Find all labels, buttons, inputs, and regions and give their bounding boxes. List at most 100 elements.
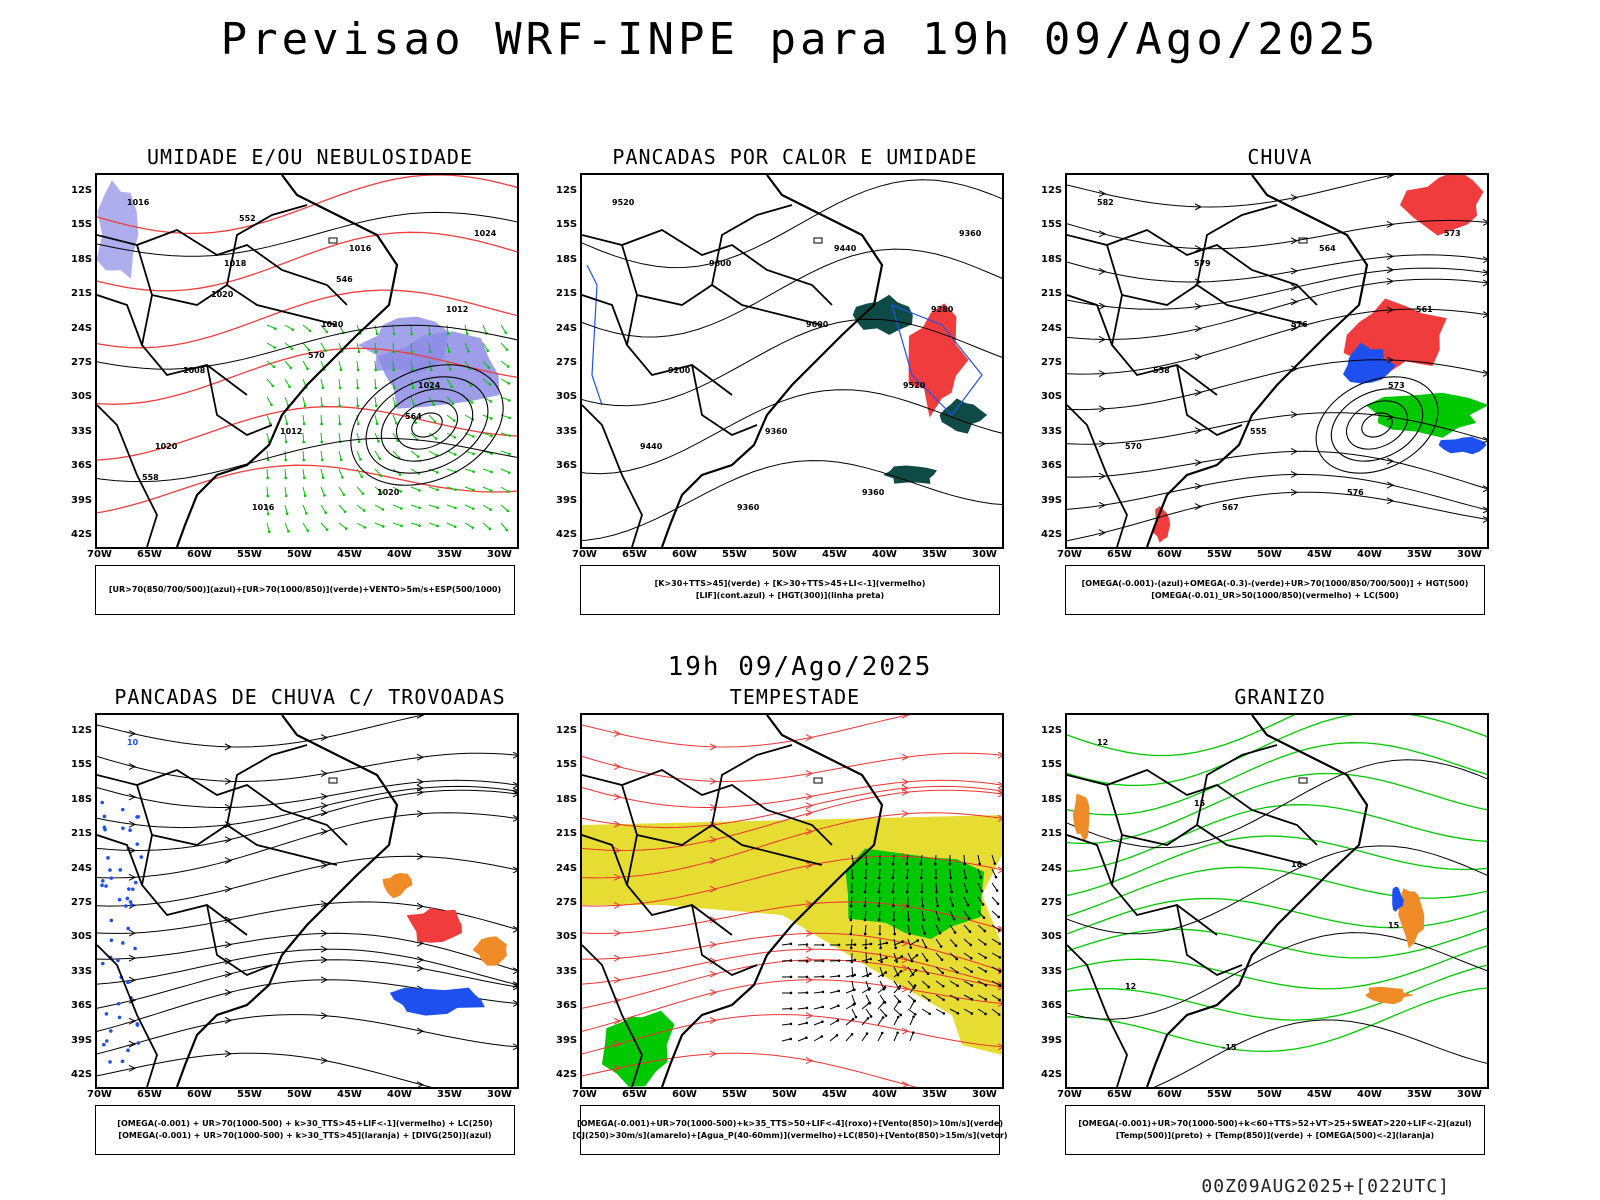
streamline-arrow [224,777,233,785]
wind-vector [410,450,419,457]
wind-vector [338,324,344,334]
wind-vector-head [940,958,944,962]
wind-vector [338,450,342,460]
wind-vector [302,450,305,461]
contour-label: 570 [308,351,325,360]
wind-vector [893,1032,899,1042]
wind-vector [893,956,903,962]
wind-vector-head [941,984,945,988]
wind-vector [851,966,854,977]
wind-vector-head [950,890,953,894]
wind-vector [392,414,397,424]
lat-tick-label: 27S [556,357,578,368]
wind-vector [500,432,510,437]
lon-tick-label: 30W [972,549,997,560]
map-frame [580,713,1004,1089]
contour-label: 567 [1222,503,1239,512]
streamline-arrow [224,836,233,844]
streamline-arrow [901,1081,910,1087]
wind-vector [861,973,871,978]
wind-vector [877,1032,883,1042]
wind-vector-head [984,1012,987,1016]
wind-vector-head [411,386,415,390]
wind-vector-head [908,932,911,936]
wind-vector [338,414,341,425]
wind-vector-head [924,945,928,949]
streamline-arrow [613,847,622,854]
lat-tick-label: 24S [556,322,578,334]
wind-vector-head [289,366,293,370]
streamline [97,1014,517,1055]
wind-vector-head [997,1013,1001,1016]
wind-vector-head [891,862,895,866]
wind-vector [893,1016,899,1026]
wind-vector-head [963,862,966,866]
wind-vector-head [821,1020,824,1024]
wind-vector [374,450,381,459]
wind-vector [949,1008,959,1014]
wind-vector-head [998,998,1001,1002]
streamline-arrow [901,753,910,761]
divergence-dot [104,1012,109,1016]
wind-vector-head [998,984,1002,987]
wind-vector-head [939,945,943,948]
wind-vector-head [821,943,825,947]
wind-vector-head [866,1017,870,1020]
wind-vector-head [288,385,291,389]
legend-line: [OMEGA(-0.01)_UR>50(1000/850)(vermelho) … [1151,591,1399,600]
wind-vector [991,868,997,878]
lon-tick-label: 55W [722,549,747,560]
wind-vector [356,396,359,407]
lon-tick-label: 65W [137,1089,162,1100]
wind-vector [284,378,290,388]
state-border [97,294,143,346]
streamline-arrow [1290,194,1299,202]
wind-vector-head [877,918,881,922]
isobar-low [350,364,504,486]
map-frame: 10 [95,713,519,1089]
wind-vector [991,938,1000,945]
streamline-arrow [901,964,910,972]
map-frame: 12 15 18 15 12 -15 [1065,713,1489,1089]
wind-vector-head [395,422,398,425]
wind-vector-head [884,971,888,974]
wind-vector-head [307,348,311,352]
streamline [97,959,517,1009]
wind-vector-head [454,488,457,491]
wind-vector [977,854,981,864]
wind-vector [781,943,791,946]
wind-vector-head [919,876,923,880]
map-svg: 10 [97,715,517,1087]
lon-tick-label: 60W [1157,1089,1182,1100]
wind-vector-head [941,971,945,975]
contour-label: 10 [127,738,139,747]
streamline [1067,450,1487,490]
wind-vector [877,957,887,962]
wind-vector-head [789,1037,793,1041]
wind-vector [392,342,395,353]
wind-vector [428,414,436,423]
panel-legend: [K>30+TTS>45](verde) + [K>30+TTS>45+LI<-… [580,565,1000,615]
wind-vector [410,432,418,441]
wind-vector-head [284,494,288,498]
lat-tick-label: 36S [556,1000,578,1012]
wind-vector [482,468,492,473]
streamline-arrow [512,967,517,975]
wind-vector [500,378,510,384]
wind-vector-head [937,918,941,921]
thickness-contour [97,175,517,235]
wind-vector [861,1033,868,1042]
wind-vector [963,952,972,959]
wind-vector-head [467,350,470,353]
streamline-arrow [1194,245,1203,253]
wind-vector-head [968,930,972,934]
state-border [97,834,143,886]
streamline-arrow [128,1017,137,1025]
lon-tick-label: 50W [287,1089,312,1100]
streamline-arrow [805,1057,814,1065]
wind-vector [921,980,930,988]
state-border [1067,944,1128,1087]
wind-vector-head [324,511,328,514]
divergence-dot [120,807,125,812]
wind-vector-head [392,386,396,390]
